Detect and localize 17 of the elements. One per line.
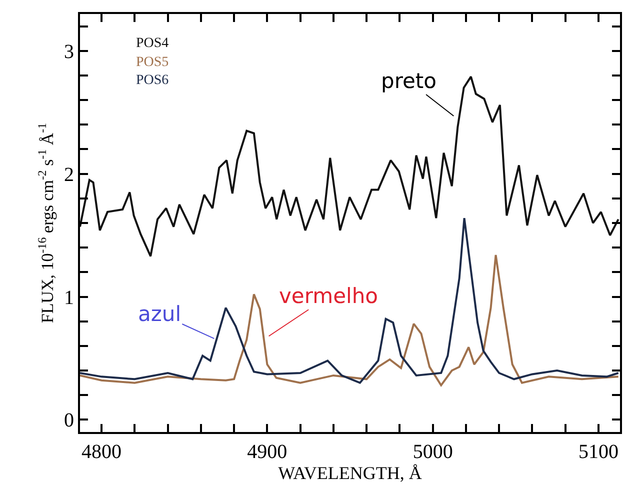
annotation: vermelho <box>279 284 378 308</box>
x-tick-label: 5100 <box>578 441 618 463</box>
annotation: azul <box>138 302 182 326</box>
text: POS4 <box>136 36 169 51</box>
y-tick-label: 0 <box>64 410 74 432</box>
x-tick-label: 4800 <box>82 441 122 463</box>
y-tick-label: 3 <box>64 40 74 63</box>
text: POS5 <box>136 55 169 70</box>
line-series <box>80 254 620 386</box>
annotation: preto <box>381 69 437 93</box>
line-series <box>80 217 620 384</box>
text: POS6 <box>136 73 169 88</box>
x-tick-label: 4900 <box>247 441 288 463</box>
x-axis-title: WAVELENGTH, Å <box>278 463 422 483</box>
x-tick-label: 5000 <box>412 441 453 463</box>
y-tick-label: 2 <box>64 164 74 186</box>
y-tick-label: 1 <box>64 286 74 309</box>
